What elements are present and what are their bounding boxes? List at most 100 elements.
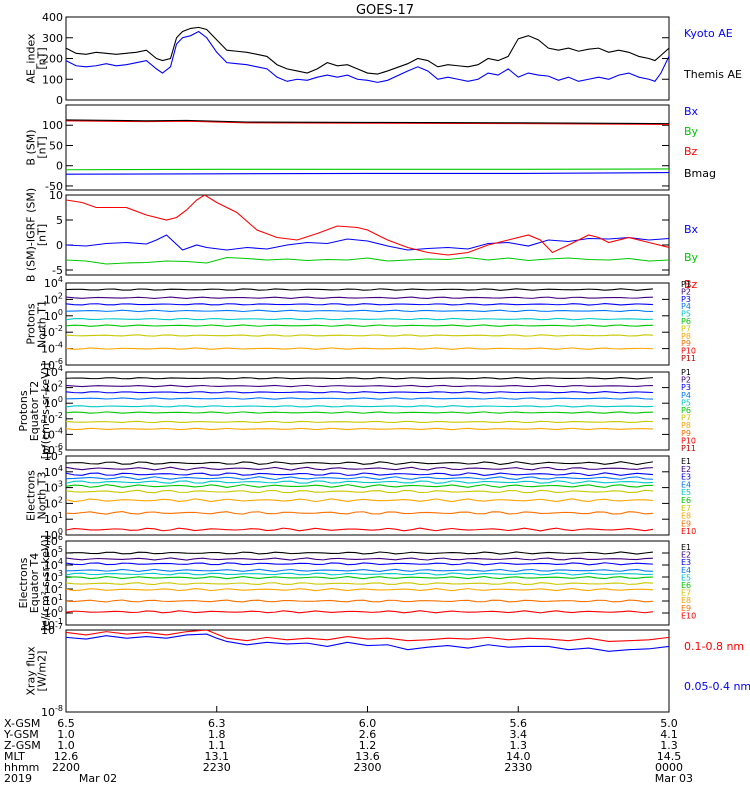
legend-label: E6 [681,581,691,590]
series-line-e5 [66,480,653,484]
x-tick-value: 2230 [203,761,231,774]
legend-label: P9 [681,339,691,348]
series-line-p1 [66,288,653,291]
series-line-e10 [66,610,653,614]
series-line-e4 [66,568,653,573]
legend-label: E2 [681,551,691,560]
y-tick-label: 105 [44,448,63,463]
series-line-by [66,168,669,171]
legend-label: P6 [681,317,691,326]
legend-label: Themis AE [683,68,742,81]
y-axis-label: Electrons [25,470,38,521]
x-tick-value: Mar 02 [79,772,117,785]
y-axis-label: [nT] [36,224,49,246]
series-line-e6 [66,575,653,580]
legend-label: P8 [681,332,691,341]
y-tick-label: -5 [52,264,63,277]
series-group [66,195,669,265]
legend-label: E2 [681,465,691,474]
panel-bsm: -50 0 50 100 B (SM)[nT] Bx By Bz Bmag [25,104,716,193]
x-tick-value: 1.8 [208,728,226,741]
y-tick-label: 0 [56,94,63,107]
y-axis-label: B (SM) [25,129,38,165]
series-line-e7 [66,582,653,586]
y-tick-label: 102 [44,380,63,395]
y-tick-label: 10-7 [41,622,63,637]
legend-label: P4 [681,302,691,311]
x-row-label: 2019 [4,772,32,785]
series-line-p8 [66,427,653,431]
legend-label: P11 [681,444,696,453]
x-row-label: hhmm [4,761,39,774]
legend-label: E6 [681,496,691,505]
legend-label: E5 [681,573,691,582]
series-line-p5 [66,405,653,408]
series-line-e8 [66,587,653,592]
legend-label: E8 [681,596,691,605]
legend-label: E10 [681,527,696,536]
legend-label: P8 [681,421,691,430]
series-group [66,461,654,532]
y-tick-label: 10-6 [41,442,63,457]
y-tick-label: 100 [42,73,63,86]
legend-label: E4 [681,480,691,489]
y-tick-label: 200 [42,53,63,66]
legend-label: E3 [681,558,691,567]
y-tick-label: 104 [44,275,63,290]
legend-label: E9 [681,519,691,528]
y-axis-label: Equator T2 [28,381,41,441]
series-line-e1 [66,461,654,466]
series-line-p3 [66,303,653,306]
y-axis-label: Equator T4 [28,553,41,613]
y-tick-label: 103 [44,480,63,495]
legend-label: P4 [681,391,691,400]
panel-frame [65,282,670,366]
y-tick-label: 50 [49,139,63,152]
y-tick-label: 104 [44,364,63,379]
legend-label: E3 [681,473,691,482]
panel-frame [65,371,670,451]
legend-label: Bz [684,145,698,158]
y-tick-label: 10-4 [41,426,63,441]
legend-label: 0.1-0.8 nm [684,640,744,653]
series-line-e8 [66,498,653,503]
x-tick-value: 1.0 [57,728,75,741]
series-line-bx [66,172,669,175]
x-tick-value: 0000 [655,761,683,774]
x-tick-value: 2330 [504,761,532,774]
series-group [66,26,669,83]
x-tick-value: 1.1 [208,739,226,752]
y-tick-label: 10-2 [41,324,63,339]
series-line-p1 [66,377,653,380]
x-row-label: Z-GSM [4,739,41,752]
legend-label: P5 [681,398,691,407]
series-line-e5 [66,572,653,576]
y-tick-label: 100 [44,527,63,542]
series-line-p7 [66,334,653,337]
x-row-label: MLT [4,750,25,763]
series-line-p6 [66,324,653,327]
x-tick-value: 2.6 [359,728,377,741]
y-tick-label: 105 [44,545,63,560]
y-tick-label: 100 [44,395,63,410]
y-axis-label: Protons [17,390,30,431]
series-line-e1 [66,551,653,555]
legend-label: P1 [681,368,691,377]
x-tick-value: 1.3 [510,739,528,752]
y-tick-label: 10-1 [41,617,63,632]
x-tick-value: 1.3 [660,739,678,752]
x-row-label: Y-GSM [3,728,39,741]
y-axis-label: North T3 [36,472,49,520]
series-line-e10 [66,527,654,532]
series-line-0-1-0-8-nm [66,630,669,643]
legend-label: P3 [681,383,691,392]
legend-label: Bx [684,223,699,236]
x-tick-value: 13.6 [355,750,380,763]
y-tick-label: 10 [49,189,63,202]
series-line-bz [66,120,669,125]
legend-label: Bmag [684,167,716,180]
